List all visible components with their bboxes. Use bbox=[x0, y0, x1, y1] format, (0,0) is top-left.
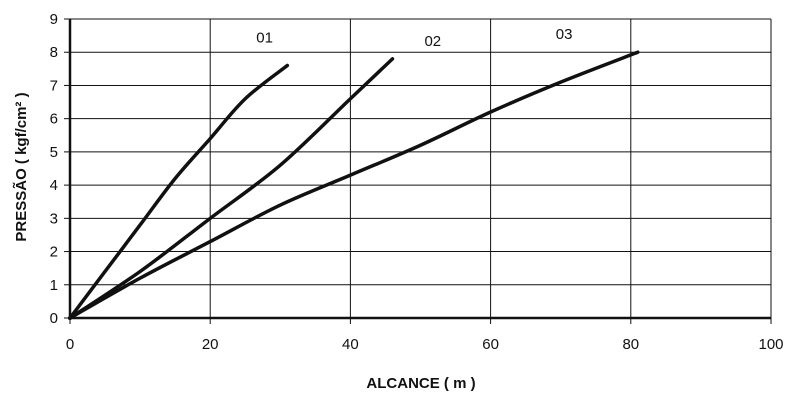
x-tick-label: 60 bbox=[482, 336, 499, 353]
y-axis-title: PRESSÃO ( kgf/cm² ) bbox=[12, 92, 30, 241]
y-tick-label: 4 bbox=[50, 177, 58, 194]
grid bbox=[64, 18, 772, 324]
series-line-01 bbox=[68, 63, 290, 320]
y-tick-label: 5 bbox=[50, 144, 58, 161]
series-label-01: 01 bbox=[256, 30, 273, 47]
y-tick-label: 6 bbox=[50, 111, 58, 128]
axes bbox=[68, 19, 771, 320]
y-tick-label: 9 bbox=[50, 11, 58, 28]
x-axis-title: ALCANCE ( m ) bbox=[366, 375, 475, 392]
series-line-03 bbox=[68, 50, 640, 320]
y-tick-label: 8 bbox=[50, 44, 58, 61]
x-tick-label: 80 bbox=[622, 336, 639, 353]
series-labels: 01 02 03 bbox=[256, 26, 572, 50]
series-label-02: 02 bbox=[424, 33, 441, 50]
series-line-02 bbox=[68, 57, 395, 320]
y-tick-label: 1 bbox=[50, 277, 58, 294]
y-tick-label: 3 bbox=[50, 210, 58, 227]
x-tick-label: 100 bbox=[758, 336, 783, 353]
x-tick-label: 0 bbox=[66, 336, 74, 353]
y-tick-label: 7 bbox=[50, 77, 58, 94]
series-lines bbox=[68, 50, 640, 320]
series-label-03: 03 bbox=[556, 26, 573, 43]
y-tick-label: 0 bbox=[50, 310, 58, 327]
x-tick-label: 20 bbox=[202, 336, 219, 353]
y-tick-label: 2 bbox=[50, 244, 58, 261]
x-tick-label: 40 bbox=[342, 336, 359, 353]
